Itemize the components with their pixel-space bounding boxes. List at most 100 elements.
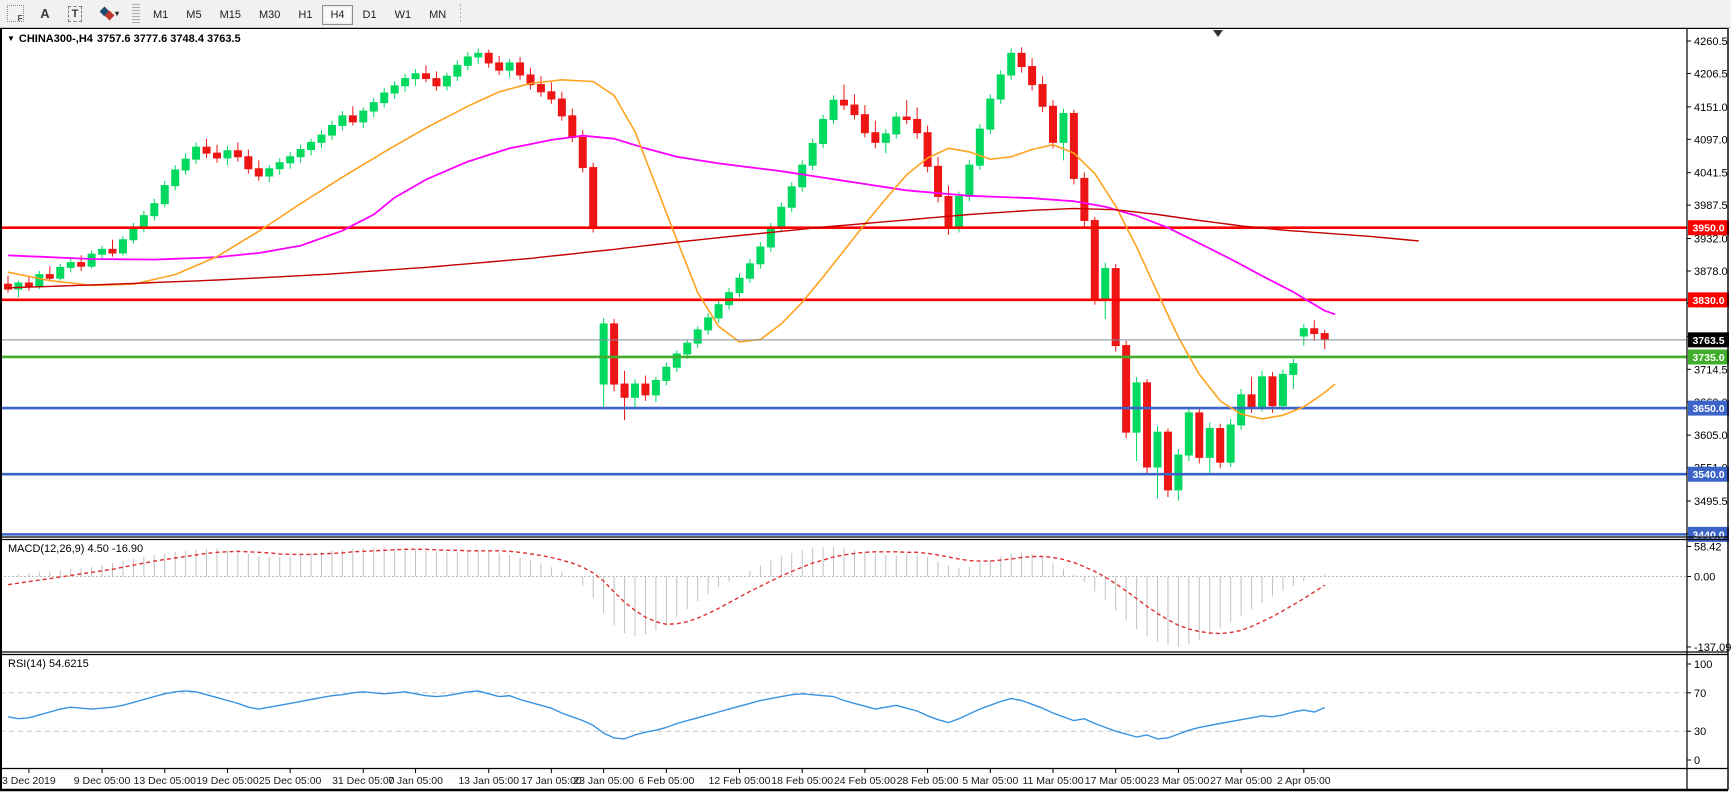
text-box-icon[interactable]: T (63, 3, 87, 25)
date-axis-label: 11 Mar 05:00 (1022, 775, 1083, 787)
candle (902, 116, 911, 120)
date-axis-label: 24 Feb 05:00 (834, 775, 896, 787)
date-axis-label: 5 Mar 05:00 (962, 775, 1018, 787)
candle (359, 110, 368, 123)
arrow-objects-icon[interactable]: ▾ (93, 3, 127, 25)
candle (453, 64, 462, 77)
candle (944, 195, 953, 229)
current-price-badge (1688, 332, 1729, 348)
rsi-axis-label: 30 (1694, 726, 1706, 738)
toolbar-grip[interactable] (132, 3, 140, 24)
candle (881, 133, 890, 143)
level-3650.0-badge (1688, 400, 1729, 416)
candle (693, 329, 702, 344)
candle (850, 104, 859, 116)
candle (1289, 363, 1298, 375)
candle (265, 168, 274, 177)
candle (1174, 454, 1183, 491)
timeframe-button-M15[interactable]: M15 (219, 8, 241, 21)
candle (233, 150, 242, 158)
macd-panel[interactable] (0, 546, 1687, 647)
price-axis-label: 3878.0 (1694, 266, 1728, 278)
timeframe-button-H4[interactable]: H4 (322, 4, 353, 25)
chart-templates-icon[interactable]: F (3, 3, 27, 25)
toolbar: F A T ▾ M1 M5 M15 M30 H1 H4 D1 W1 MN (0, 0, 1731, 28)
candle (798, 164, 807, 188)
timeframe-button-M1[interactable]: M1 (153, 8, 169, 21)
date-axis-label: 23 Jan 05:00 (573, 775, 634, 787)
candle (631, 383, 639, 398)
rsi-panel[interactable] (0, 690, 1687, 740)
date-axis-label: 13 Jan 05:00 (458, 775, 519, 787)
candle (150, 203, 159, 217)
candle (307, 141, 316, 151)
date-axis-label: 31 Dec 05:00 (332, 775, 395, 787)
candle (1278, 373, 1287, 407)
candle (934, 165, 943, 197)
date-axis[interactable]: 3 Dec 2019 9 Dec 05:00 13 Dec 05:00 19 Dec … (2, 768, 1331, 788)
symbol-dropdown-icon[interactable]: ▼ (7, 33, 15, 43)
candle (4, 283, 12, 290)
candle (181, 158, 190, 171)
candle (202, 146, 211, 154)
date-axis-label: 28 Feb 05:00 (897, 775, 959, 787)
rsi-axis-label: 70 (1694, 688, 1706, 700)
candle (411, 73, 420, 80)
candle (77, 262, 86, 267)
candle (735, 277, 744, 294)
level-3650.0-badge-label: 3650.0 (1692, 403, 1724, 415)
price-axis-label: 4260.5 (1694, 36, 1728, 48)
candle (787, 186, 796, 208)
candle (568, 115, 577, 139)
arrow-objects-dropdown-icon[interactable]: ▾ (114, 9, 119, 18)
level-3950.0-badge-label: 3950.0 (1692, 223, 1724, 235)
candle (317, 134, 326, 143)
candle (829, 99, 838, 120)
timeframe-button-M30[interactable]: M30 (258, 8, 281, 21)
candle (380, 92, 389, 104)
candle (1007, 52, 1016, 76)
candle (819, 118, 828, 145)
candle (1299, 328, 1308, 337)
ma-slow-darkred (7, 207, 1419, 289)
candle (1237, 394, 1246, 426)
candle (986, 98, 995, 130)
date-axis-label: 12 Feb 05:00 (709, 775, 771, 787)
timeframe-button-D1[interactable]: D1 (362, 8, 377, 21)
macd-signal-line (7, 548, 1326, 635)
level-3440.0-badge (1688, 526, 1729, 542)
timeframe-button-M5[interactable]: M5 (186, 8, 202, 21)
timeframe-button-W1[interactable]: W1 (394, 8, 412, 21)
price-axis-label: 4206.5 (1694, 68, 1728, 80)
candle (244, 156, 253, 170)
candle (610, 323, 619, 385)
price-axis[interactable]: 4260.5 4206.5 4151.0 4097.0 4041.5 3987.5 3932… (1686, 28, 1731, 790)
level-3540.0-badge (1688, 466, 1729, 482)
ma-mid-orange (7, 79, 1336, 420)
candle (98, 248, 107, 255)
timeframe-group: M1 M5 M15 M30 H1 H4 D1 W1 MN (144, 4, 455, 25)
candle (422, 73, 430, 80)
candle (808, 143, 817, 166)
candle (192, 146, 201, 160)
candle (1226, 424, 1235, 463)
candle (1247, 394, 1256, 408)
candle (505, 62, 514, 71)
candle (338, 115, 347, 126)
candle (171, 169, 180, 187)
text-label-icon[interactable]: A (40, 6, 50, 21)
candle (599, 323, 608, 385)
candle (683, 342, 692, 355)
candle (56, 266, 65, 279)
candle (704, 317, 713, 331)
date-axis-label: 9 Dec 05:00 (74, 775, 131, 787)
candle (223, 150, 232, 159)
chart-shift-marker-icon (1213, 30, 1223, 37)
candle (672, 353, 681, 368)
timeframe-button-H1[interactable]: H1 (298, 8, 313, 21)
main-price-panel[interactable] (0, 30, 1687, 536)
symbol-ohlc-label: 3757.6 3777.6 3748.4 3763.5 (96, 33, 241, 45)
timeframe-button-MN[interactable]: MN (429, 8, 447, 21)
candle (662, 366, 671, 381)
